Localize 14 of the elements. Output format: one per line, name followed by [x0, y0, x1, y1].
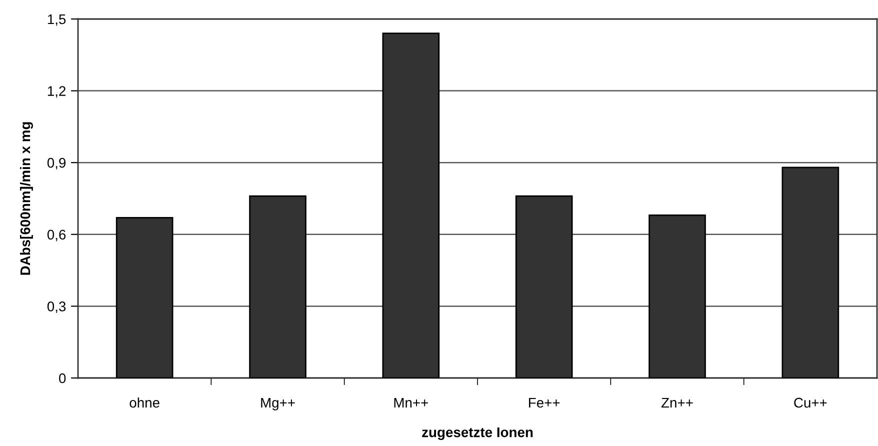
x-tick-label: ohne	[130, 397, 160, 408]
x-tick-label: Cu++	[794, 398, 827, 408]
y-tick-label: 0,3	[47, 302, 66, 314]
y-tick-label: 1,2	[48, 86, 66, 98]
x-tick-label: Fe++	[529, 398, 560, 408]
x-axis-title: zugesetzte Ionen	[422, 428, 533, 440]
y-tick-label: 1,5	[48, 14, 66, 26]
x-tick-label: Mn++	[394, 398, 428, 408]
y-tick-label: 0,6	[47, 230, 66, 242]
x-tick-label: Mg++	[261, 398, 295, 410]
y-axis-title: DAbs[600nm]/min x mg	[20, 122, 33, 275]
y-tick-label: 0,9	[47, 158, 66, 170]
y-tick-label: 0	[59, 373, 66, 384]
x-tick-label: Zn++	[661, 398, 693, 408]
